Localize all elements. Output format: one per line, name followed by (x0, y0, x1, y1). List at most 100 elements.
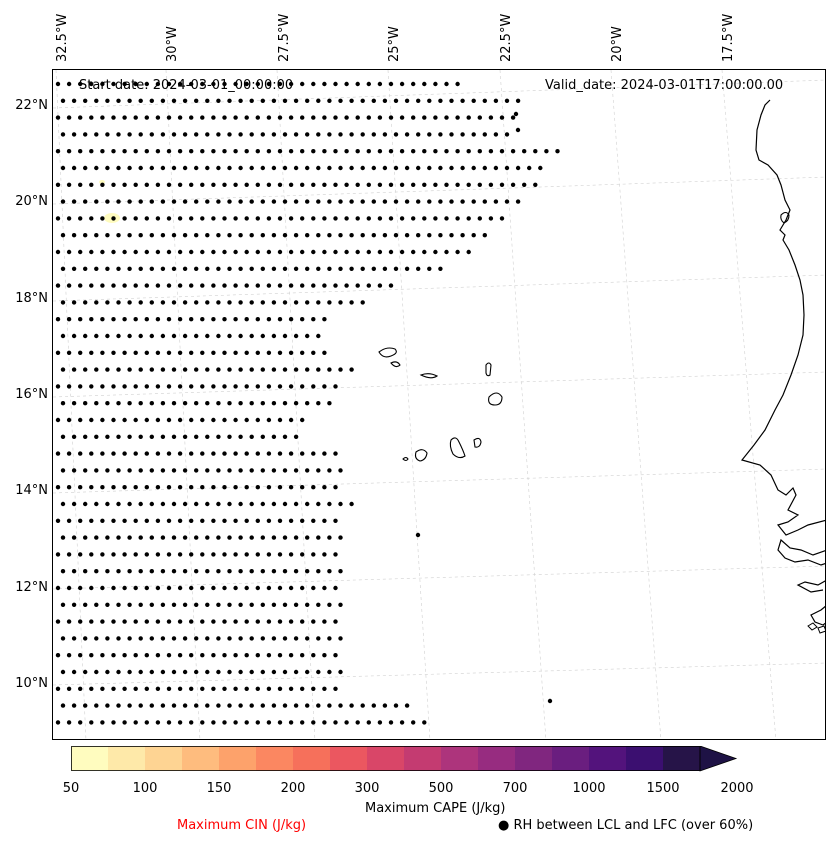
rh-dot (311, 485, 316, 490)
rh-dot (282, 501, 288, 507)
rh-dot (293, 669, 299, 675)
rh-dot (71, 636, 77, 641)
rh-dot (138, 233, 143, 238)
rh-dot (533, 149, 538, 154)
rh-dot (322, 686, 327, 691)
rh-dot (60, 199, 66, 204)
rh-dot (371, 132, 376, 137)
rh-dot (116, 132, 121, 137)
rh-dot (510, 149, 516, 154)
rh-dot (55, 720, 61, 725)
rh-dot (244, 81, 249, 87)
rh-dot (160, 669, 166, 675)
rh-dot (338, 199, 343, 204)
gridline-lat (53, 565, 825, 590)
rh-dot (293, 703, 299, 708)
rh-dot (71, 132, 77, 137)
rh-dot (488, 149, 494, 154)
rh-dot (83, 132, 88, 137)
rh-dot (182, 401, 188, 406)
rh-dot (71, 669, 77, 675)
rh-dot (94, 367, 99, 372)
rh-dot (116, 569, 121, 574)
rh-dot (71, 468, 77, 473)
rh-dot (300, 81, 305, 87)
rh-dot (100, 149, 105, 154)
rh-dot (111, 686, 116, 691)
rh-dot (438, 233, 443, 238)
rh-dot (249, 434, 254, 439)
rh-dot (260, 300, 265, 305)
rh-dot (133, 485, 138, 490)
rh-dot (100, 552, 105, 557)
rh-dot (249, 233, 254, 238)
island-bijagos (807, 622, 818, 631)
rh-dot (205, 199, 210, 204)
island-sal (485, 362, 492, 377)
colorbar-outline (71, 746, 701, 771)
rh-dot (200, 653, 205, 658)
rh-dot (282, 333, 288, 339)
rh-dot (260, 602, 265, 607)
rh-dot (171, 367, 177, 372)
rh-dot (66, 350, 72, 355)
rh-dot (111, 81, 116, 87)
rh-dot (78, 518, 83, 523)
rh-dot (189, 485, 194, 490)
rh-dot (349, 199, 354, 204)
rh-dot (155, 216, 161, 221)
rh-dot (244, 350, 249, 355)
rh-dot (233, 384, 238, 389)
colorbar-tick-label: 50 (62, 781, 80, 796)
rh-dot (316, 367, 321, 372)
rh-dot (311, 350, 316, 355)
gridline-lon (610, 70, 662, 739)
rh-dot (171, 535, 177, 540)
rh-dot (333, 686, 338, 691)
rh-dot (293, 501, 299, 507)
rh-dot (305, 669, 310, 675)
rh-dot (222, 317, 227, 322)
rh-dot (249, 535, 254, 540)
rh-dot (166, 686, 172, 691)
rh-dot (277, 216, 283, 221)
rh-dot (305, 602, 310, 607)
rh-dot (271, 602, 277, 607)
rh-dot (177, 686, 183, 691)
rh-dot (116, 602, 121, 607)
rh-dot (349, 703, 354, 708)
rh-dot (94, 300, 99, 305)
rh-dot (482, 233, 487, 238)
rh-dot (338, 535, 343, 540)
rh-dot (116, 636, 121, 641)
rh-dot (322, 585, 327, 591)
rh-dot (200, 182, 205, 187)
rh-dot (260, 434, 265, 439)
rh-dot (111, 216, 116, 221)
rh-dot (155, 384, 161, 389)
rh-dot (271, 199, 277, 204)
rh-dot (127, 535, 132, 540)
rh-dot (200, 317, 205, 322)
rh-dot (277, 350, 283, 355)
rh-dot (282, 401, 288, 406)
rh-dot (177, 585, 183, 591)
rh-dot (122, 686, 127, 691)
rh-dot (271, 535, 277, 540)
rh-dot (89, 451, 94, 456)
rh-dot (377, 720, 383, 725)
rh-dot (166, 417, 172, 423)
rh-dot (316, 401, 321, 406)
rh-dot (222, 350, 227, 355)
rh-dot (200, 149, 205, 154)
rh-dot (377, 115, 383, 120)
rh-dot (222, 619, 227, 624)
rh-dot (316, 333, 321, 339)
rh-dot (371, 199, 376, 204)
rh-dot (60, 703, 66, 708)
rh-dot (144, 686, 149, 691)
rh-dot (138, 300, 143, 305)
rh-dot (78, 317, 83, 322)
rh-dot (100, 283, 105, 288)
rh-dot (160, 333, 166, 339)
